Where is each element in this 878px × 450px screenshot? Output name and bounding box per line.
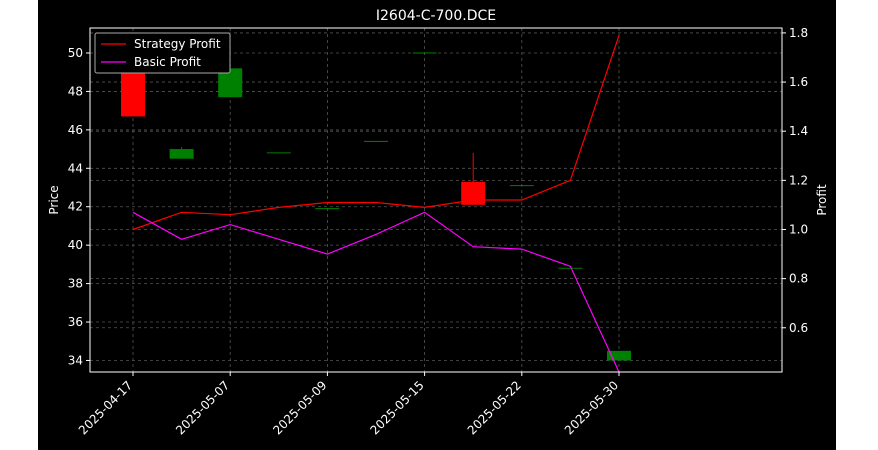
right-tick-label-0: 0.6 [789, 321, 808, 335]
candle-body-7 [461, 181, 486, 205]
right-tick-label-6: 1.8 [789, 26, 808, 40]
left-tick-label-3: 40 [68, 238, 83, 252]
left-tick-label-4: 42 [68, 200, 83, 214]
chart-title: I2604-C-700.DCE [376, 8, 496, 24]
left-tick-label-5: 44 [68, 161, 83, 175]
left-tick-label-6: 46 [68, 123, 83, 137]
candle-body-10 [607, 350, 631, 361]
grid-lines [90, 28, 782, 372]
right-tick-label-4: 1.4 [789, 124, 808, 138]
right-y-axis-label: Profit [815, 184, 829, 216]
legend-label-basic-profit: Basic Profit [134, 55, 201, 69]
figure-background [38, 0, 836, 450]
left-tick-label-0: 34 [68, 353, 83, 367]
right-tick-label-5: 1.6 [789, 75, 808, 89]
left-tick-label-7: 48 [68, 84, 83, 98]
legend: Strategy Profit Basic Profit [94, 32, 231, 74]
left-tick-label-2: 38 [68, 277, 83, 291]
right-tick-label-1: 0.8 [789, 272, 808, 286]
left-tick-label-1: 36 [68, 315, 83, 329]
right-tick-label-2: 1.0 [789, 222, 808, 236]
candle-body-1 [169, 149, 194, 159]
legend-label-strategy-profit: Strategy Profit [134, 37, 221, 51]
left-y-axis: 34 36 38 40 42 44 46 48 50 [68, 46, 90, 367]
profit-line-strategy-profit [132, 35, 620, 231]
right-tick-label-3: 1.2 [789, 173, 808, 187]
left-tick-label-8: 50 [68, 46, 83, 60]
plot-frame [89, 27, 783, 373]
legend-box [94, 32, 231, 74]
profit-line-basic-profit [132, 211, 620, 373]
profit-lines [132, 35, 620, 373]
right-y-axis: 0.6 0.8 1.0 1.2 1.4 1.6 1.8 [782, 26, 808, 335]
left-y-axis-label: Price [47, 185, 61, 214]
